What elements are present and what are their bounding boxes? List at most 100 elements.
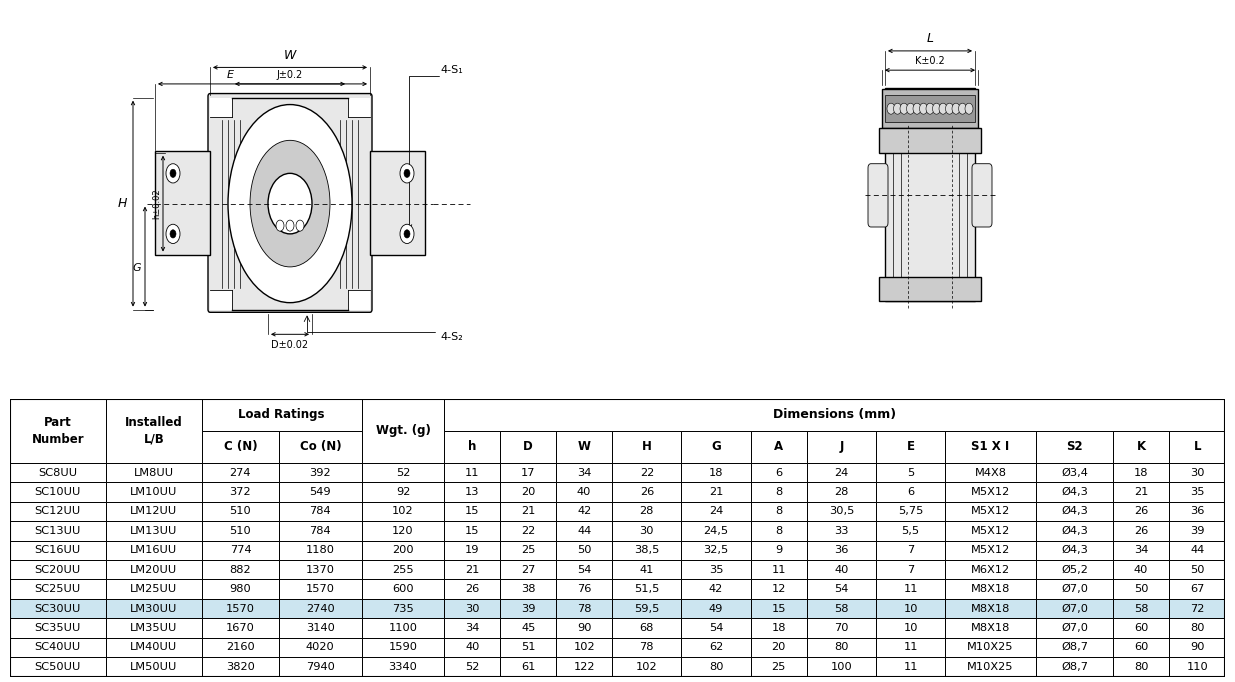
Text: M10X25: M10X25 — [967, 642, 1014, 653]
Text: Part
Number: Part Number — [32, 416, 84, 446]
Text: 49: 49 — [709, 604, 724, 614]
Bar — [1113, 638, 1170, 657]
Bar — [10, 502, 106, 521]
Text: SC40UU: SC40UU — [35, 642, 82, 653]
Bar — [876, 463, 945, 482]
Bar — [1036, 482, 1113, 502]
Bar — [876, 521, 945, 541]
Bar — [279, 657, 362, 677]
Text: M6X12: M6X12 — [971, 565, 1010, 575]
Bar — [1170, 657, 1225, 677]
Text: 33: 33 — [834, 526, 848, 536]
Bar — [10, 399, 106, 463]
Bar — [1036, 619, 1113, 638]
Text: 20: 20 — [521, 487, 536, 497]
Bar — [500, 502, 556, 521]
Bar — [876, 502, 945, 521]
Bar — [201, 482, 279, 502]
Bar — [1170, 521, 1225, 541]
Text: Ø5,2: Ø5,2 — [1061, 565, 1088, 575]
Bar — [1170, 560, 1225, 580]
FancyBboxPatch shape — [868, 164, 888, 227]
Text: M10X25: M10X25 — [967, 662, 1014, 672]
Text: 15: 15 — [772, 604, 785, 614]
Bar — [945, 431, 1036, 463]
Bar — [751, 599, 806, 619]
Text: SC16UU: SC16UU — [35, 545, 82, 555]
Text: Dimensions (mm): Dimensions (mm) — [773, 409, 897, 421]
Bar — [445, 502, 500, 521]
Text: 62: 62 — [709, 642, 724, 653]
Text: LM25UU: LM25UU — [130, 584, 178, 594]
Bar — [106, 580, 201, 599]
Text: 4-S₁: 4-S₁ — [440, 65, 463, 75]
Bar — [806, 502, 876, 521]
Text: 13: 13 — [466, 487, 479, 497]
Text: 27: 27 — [521, 565, 536, 575]
Bar — [106, 482, 201, 502]
Text: 24,5: 24,5 — [704, 526, 729, 536]
Bar — [882, 89, 978, 128]
Bar — [106, 541, 201, 560]
Text: E: E — [227, 70, 233, 80]
Bar — [279, 521, 362, 541]
Text: 7: 7 — [906, 545, 914, 555]
Text: 7: 7 — [906, 565, 914, 575]
Text: 35: 35 — [709, 565, 724, 575]
Text: Ø8,7: Ø8,7 — [1061, 642, 1088, 653]
Text: 11: 11 — [903, 642, 918, 653]
Bar — [751, 463, 806, 482]
Bar — [945, 619, 1036, 638]
Bar — [500, 619, 556, 638]
Bar — [279, 431, 362, 463]
Bar — [945, 463, 1036, 482]
Bar — [279, 482, 362, 502]
Text: 30,5: 30,5 — [829, 507, 855, 516]
Text: J: J — [839, 441, 844, 454]
Text: 70: 70 — [834, 623, 848, 633]
Bar — [613, 521, 682, 541]
Bar — [201, 599, 279, 619]
Text: 24: 24 — [709, 507, 724, 516]
Bar — [682, 463, 751, 482]
Bar — [682, 560, 751, 580]
Text: S2: S2 — [1066, 441, 1083, 454]
Text: 80: 80 — [1134, 662, 1149, 672]
Text: 26: 26 — [466, 584, 479, 594]
Text: Ø4,3: Ø4,3 — [1061, 545, 1088, 555]
Text: LM8UU: LM8UU — [133, 468, 174, 477]
Text: 68: 68 — [640, 623, 655, 633]
Circle shape — [165, 224, 180, 243]
Bar — [556, 463, 613, 482]
Bar — [751, 541, 806, 560]
Bar — [362, 502, 445, 521]
Bar — [1036, 541, 1113, 560]
Bar — [613, 619, 682, 638]
Text: LM20UU: LM20UU — [130, 565, 178, 575]
Text: A: A — [774, 441, 783, 454]
Text: 5: 5 — [906, 468, 914, 477]
Bar — [556, 638, 613, 657]
Bar — [556, 560, 613, 580]
Bar — [945, 580, 1036, 599]
Bar — [613, 560, 682, 580]
Text: 34: 34 — [1134, 545, 1149, 555]
Bar — [613, 638, 682, 657]
Bar — [751, 521, 806, 541]
Bar — [806, 482, 876, 502]
Text: 784: 784 — [310, 526, 331, 536]
Bar — [751, 638, 806, 657]
Bar — [556, 521, 613, 541]
Text: 45: 45 — [521, 623, 536, 633]
Bar — [362, 657, 445, 677]
Bar — [1036, 657, 1113, 677]
Text: Ø7,0: Ø7,0 — [1061, 604, 1088, 614]
Bar — [1036, 502, 1113, 521]
Text: 26: 26 — [1134, 526, 1149, 536]
Bar — [445, 657, 500, 677]
Text: 1100: 1100 — [389, 623, 417, 633]
Bar — [106, 657, 201, 677]
Bar — [1036, 638, 1113, 657]
Bar — [682, 431, 751, 463]
Circle shape — [965, 103, 973, 114]
